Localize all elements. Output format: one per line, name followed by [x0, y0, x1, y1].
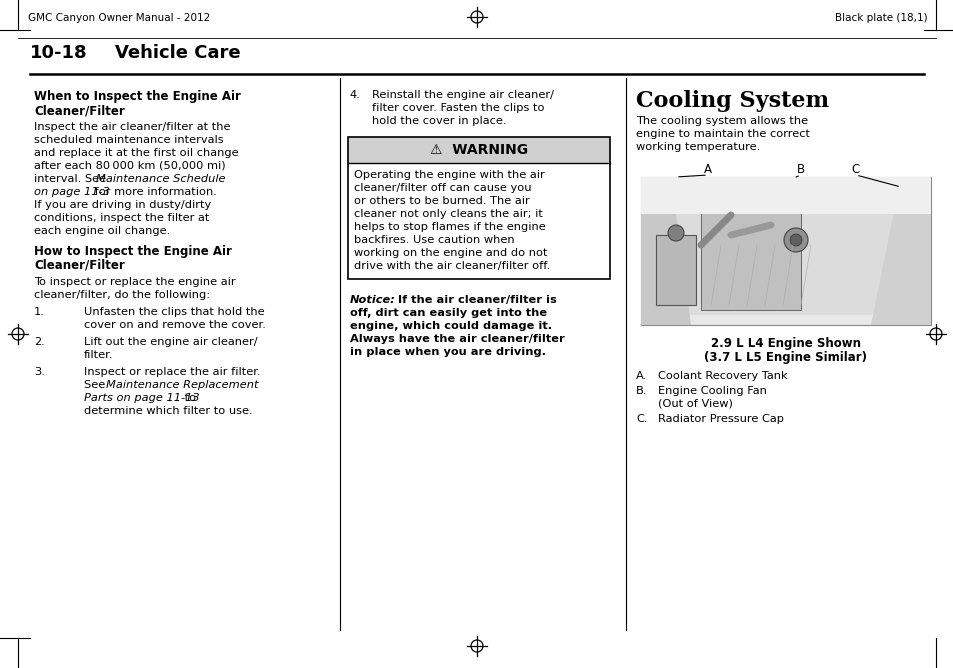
Text: 3.: 3.: [34, 367, 45, 377]
Text: cleaner not only cleans the air; it: cleaner not only cleans the air; it: [354, 209, 542, 219]
Bar: [348, 137, 609, 163]
Text: Notice:: Notice:: [350, 295, 395, 305]
Text: off, dirt can easily get into the: off, dirt can easily get into the: [350, 308, 547, 318]
Text: Coolant Recovery Tank: Coolant Recovery Tank: [658, 371, 787, 381]
Text: (3.7 L L5 Engine Similar): (3.7 L L5 Engine Similar): [703, 351, 866, 364]
Text: Maintenance Replacement: Maintenance Replacement: [106, 380, 258, 390]
Text: Parts on page 11-13: Parts on page 11-13: [84, 393, 199, 403]
Text: To inspect or replace the engine air: To inspect or replace the engine air: [34, 277, 235, 287]
Text: engine to maintain the correct: engine to maintain the correct: [636, 129, 809, 139]
Text: B.: B.: [636, 386, 647, 396]
Text: backfires. Use caution when: backfires. Use caution when: [354, 235, 514, 245]
Text: 1.: 1.: [34, 307, 45, 317]
Text: working on the engine and do not: working on the engine and do not: [354, 248, 547, 258]
Text: GMC Canyon Owner Manual - 2012: GMC Canyon Owner Manual - 2012: [28, 13, 210, 23]
Text: drive with the air cleaner/filter off.: drive with the air cleaner/filter off.: [354, 261, 550, 271]
Text: A.: A.: [636, 371, 646, 381]
Text: or others to be burned. The air: or others to be burned. The air: [354, 196, 529, 206]
Text: on page 11-3: on page 11-3: [34, 187, 110, 197]
Text: determine which filter to use.: determine which filter to use.: [84, 406, 253, 416]
Text: The cooling system allows the: The cooling system allows the: [636, 116, 807, 126]
Text: B: B: [796, 163, 804, 176]
Text: (Out of View): (Out of View): [658, 399, 732, 409]
Text: cleaner/filter off can cause you: cleaner/filter off can cause you: [354, 183, 531, 193]
Text: filter cover. Fasten the clips to: filter cover. Fasten the clips to: [372, 103, 544, 113]
Text: 2.: 2.: [34, 337, 45, 347]
Text: each engine oil change.: each engine oil change.: [34, 226, 170, 236]
Text: ⚠  WARNING: ⚠ WARNING: [430, 143, 528, 157]
Text: Operating the engine with the air: Operating the engine with the air: [354, 170, 544, 180]
Text: Engine Cooling Fan: Engine Cooling Fan: [658, 386, 766, 396]
Text: and replace it at the first oil change: and replace it at the first oil change: [34, 148, 238, 158]
Text: in place when you are driving.: in place when you are driving.: [350, 347, 545, 357]
Text: working temperature.: working temperature.: [636, 142, 760, 152]
Text: scheduled maintenance intervals: scheduled maintenance intervals: [34, 135, 223, 145]
Text: 10-18: 10-18: [30, 44, 88, 62]
Text: How to Inspect the Engine Air: How to Inspect the Engine Air: [34, 245, 232, 258]
Text: A: A: [703, 163, 711, 176]
Bar: [700, 210, 801, 310]
Text: If you are driving in dusty/dirty: If you are driving in dusty/dirty: [34, 200, 211, 210]
Text: Maintenance Schedule: Maintenance Schedule: [96, 174, 225, 184]
Text: conditions, inspect the filter at: conditions, inspect the filter at: [34, 213, 209, 223]
Text: Reinstall the engine air cleaner/: Reinstall the engine air cleaner/: [372, 90, 554, 100]
Text: Inspect or replace the air filter.: Inspect or replace the air filter.: [84, 367, 260, 377]
Text: See: See: [84, 380, 109, 390]
Text: engine, which could damage it.: engine, which could damage it.: [350, 321, 552, 331]
Text: Lift out the engine air cleaner/: Lift out the engine air cleaner/: [84, 337, 257, 347]
Text: Cleaner/Filter: Cleaner/Filter: [34, 259, 125, 272]
Bar: [348, 137, 609, 279]
Polygon shape: [870, 177, 930, 325]
Text: If the air cleaner/filter is: If the air cleaner/filter is: [390, 295, 557, 305]
Text: 4.: 4.: [350, 90, 360, 100]
Text: cleaner/filter, do the following:: cleaner/filter, do the following:: [34, 290, 210, 300]
Text: Vehicle Care: Vehicle Care: [115, 44, 240, 62]
Text: cover on and remove the cover.: cover on and remove the cover.: [84, 320, 266, 330]
Text: Cooling System: Cooling System: [636, 90, 828, 112]
Text: Inspect the air cleaner/filter at the: Inspect the air cleaner/filter at the: [34, 122, 231, 132]
Bar: [640, 177, 930, 214]
Text: for more information.: for more information.: [91, 187, 216, 197]
Text: Radiator Pressure Cap: Radiator Pressure Cap: [658, 414, 783, 424]
Text: C.: C.: [636, 414, 647, 424]
Text: Cleaner/Filter: Cleaner/Filter: [34, 104, 125, 117]
Circle shape: [789, 234, 801, 246]
Text: Black plate (18,1): Black plate (18,1): [835, 13, 927, 23]
Polygon shape: [656, 235, 696, 305]
Circle shape: [667, 225, 683, 241]
Bar: [650, 187, 920, 315]
Text: hold the cover in place.: hold the cover in place.: [372, 116, 506, 126]
Bar: [640, 177, 930, 325]
Circle shape: [783, 228, 807, 252]
Text: helps to stop flames if the engine: helps to stop flames if the engine: [354, 222, 545, 232]
Text: Always have the air cleaner/filter: Always have the air cleaner/filter: [350, 334, 564, 344]
Text: C: C: [851, 163, 860, 176]
Text: 2.9 L L4 Engine Shown: 2.9 L L4 Engine Shown: [710, 337, 861, 350]
Text: When to Inspect the Engine Air: When to Inspect the Engine Air: [34, 90, 240, 103]
Text: after each 80 000 km (50,000 mi): after each 80 000 km (50,000 mi): [34, 161, 226, 171]
Polygon shape: [640, 177, 690, 325]
Text: to: to: [181, 393, 196, 403]
Text: Unfasten the clips that hold the: Unfasten the clips that hold the: [84, 307, 264, 317]
Text: filter.: filter.: [84, 350, 113, 360]
Text: interval. See: interval. See: [34, 174, 110, 184]
